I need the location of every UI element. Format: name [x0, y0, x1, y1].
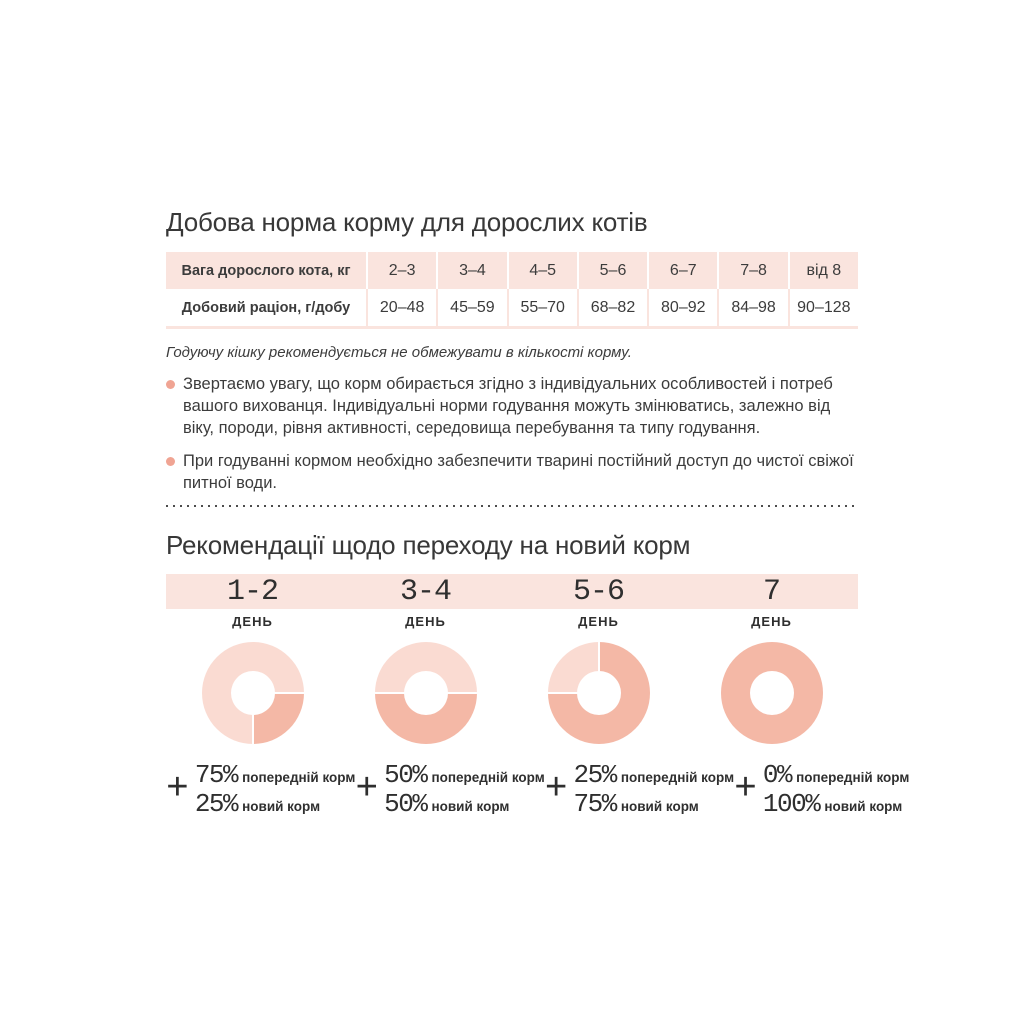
prev-food-label: попередній корм [796, 770, 910, 785]
table-header-cell: 7–8 [719, 252, 788, 289]
dotted-divider [166, 505, 858, 507]
table-data-cell: 20–48 [368, 289, 437, 326]
donut-chart-day-3-4 [374, 642, 477, 744]
prev-food-percent: 0% [762, 760, 793, 790]
mix-ratio-block: + 0% попередній корм 100% новий корм [734, 761, 909, 819]
section-title-transition: Рекомендації щодо переходу на новий корм [166, 530, 691, 560]
bullet-dot-icon [166, 457, 175, 466]
day-number: 3-4 [399, 574, 452, 609]
table-data-cell: 68–82 [578, 289, 648, 326]
new-food-percent: 75% [573, 789, 618, 819]
prev-food-label: попередній корм [620, 770, 735, 785]
new-food-percent: 100% [762, 789, 821, 819]
table-header-cell: від 8 [789, 252, 858, 289]
day-number: 1-2 [226, 574, 279, 609]
day-word: ДЕНЬ [578, 614, 619, 629]
table-header-label: Вага дорослого кота, кг [166, 252, 366, 289]
new-food-label: новий корм [242, 799, 321, 814]
donut-chart-cell [166, 642, 339, 744]
table-data-cell: 45–59 [438, 289, 507, 326]
day-number-band: 1-2 3-4 5-6 7 [166, 574, 858, 609]
content-page: Добова норма корму для дорослих котів Ва… [166, 0, 909, 819]
day-word-row: ДЕНЬ ДЕНЬ ДЕНЬ ДЕНЬ [166, 614, 858, 629]
donut-chart-row [166, 642, 858, 744]
table-data-cell: 55–70 [508, 289, 577, 326]
prev-food-percent: 75% [194, 760, 239, 790]
donut-chart-cell [685, 642, 858, 744]
table-header-cell: 6–7 [649, 252, 718, 289]
table-data-row: Добовий раціон, г/добу 20–48 45–59 55–70… [166, 289, 858, 326]
plus-icon: + [544, 768, 568, 811]
table-header-cell: 2–3 [368, 252, 437, 289]
bullet-text: Звертаємо увагу, що корм обирається згід… [183, 375, 833, 437]
plus-icon: + [355, 768, 379, 811]
bullet-text: При годуванні кормом необхідно забезпечи… [183, 452, 854, 492]
day-word: ДЕНЬ [751, 614, 792, 629]
day-number: 5-6 [572, 574, 625, 609]
new-food-percent: 25% [194, 789, 239, 819]
prev-food-percent: 50% [384, 760, 428, 790]
day-word: ДЕНЬ [405, 614, 446, 629]
prev-food-label: попередній корм [431, 770, 545, 785]
bullet-dot-icon [166, 380, 175, 389]
day-number: 7 [762, 574, 781, 609]
table-data-cell: 90–128 [789, 289, 858, 326]
table-header-cell: 4–5 [508, 252, 577, 289]
feeding-note-italic: Годуючу кішку рекомендується не обмежува… [166, 344, 632, 361]
table-bottom-border [166, 326, 858, 329]
donut-chart-day-1-2 [201, 642, 304, 744]
prev-food-label: попередній корм [242, 770, 356, 785]
table-data-cell: 80–92 [649, 289, 718, 326]
table-header-cell: 3–4 [438, 252, 507, 289]
table-row-label: Добовий раціон, г/добу [166, 289, 366, 326]
day-word: ДЕНЬ [232, 614, 273, 629]
plus-icon: + [734, 768, 757, 811]
plus-icon: + [166, 768, 189, 811]
mix-ratio-block: + 50% попередній корм 50% новий корм [355, 761, 544, 819]
table-header-row: Вага дорослого кота, кг 2–3 3–4 4–5 5–6 … [166, 252, 858, 289]
list-item: При годуванні кормом необхідно забезпечи… [166, 450, 858, 494]
section-daily-norm: Добова норма корму для дорослих котів Ва… [166, 206, 858, 494]
mix-ratio-block: + 25% попередній корм 75% новий корм [545, 761, 734, 819]
new-food-label: новий корм [824, 799, 903, 814]
new-food-label: новий корм [431, 799, 510, 814]
new-food-label: новий корм [620, 799, 699, 814]
new-food-percent: 50% [384, 789, 428, 819]
feeding-norm-table: Вага дорослого кота, кг 2–3 3–4 4–5 5–6 … [166, 252, 858, 329]
donut-chart-cell [512, 642, 685, 744]
section-title-daily-norm: Добова норма корму для дорослих котів [166, 207, 648, 237]
mix-ratio-block: + 75% попередній корм 25% новий корм [166, 761, 355, 819]
prev-food-percent: 25% [573, 760, 618, 790]
section-food-transition: Рекомендації щодо переходу на новий корм… [166, 529, 909, 819]
donut-chart-day-5-6 [547, 642, 650, 744]
notes-list: Звертаємо увагу, що корм обирається згід… [166, 373, 858, 494]
donut-chart-cell [339, 642, 512, 744]
list-item: Звертаємо увагу, що корм обирається згід… [166, 373, 858, 439]
mix-ratio-row: + 75% попередній корм 25% новий корм + 50%… [166, 761, 909, 819]
table-data-cell: 84–98 [719, 289, 788, 326]
donut-chart-day-7 [720, 642, 823, 744]
table-header-cell: 5–6 [578, 252, 648, 289]
